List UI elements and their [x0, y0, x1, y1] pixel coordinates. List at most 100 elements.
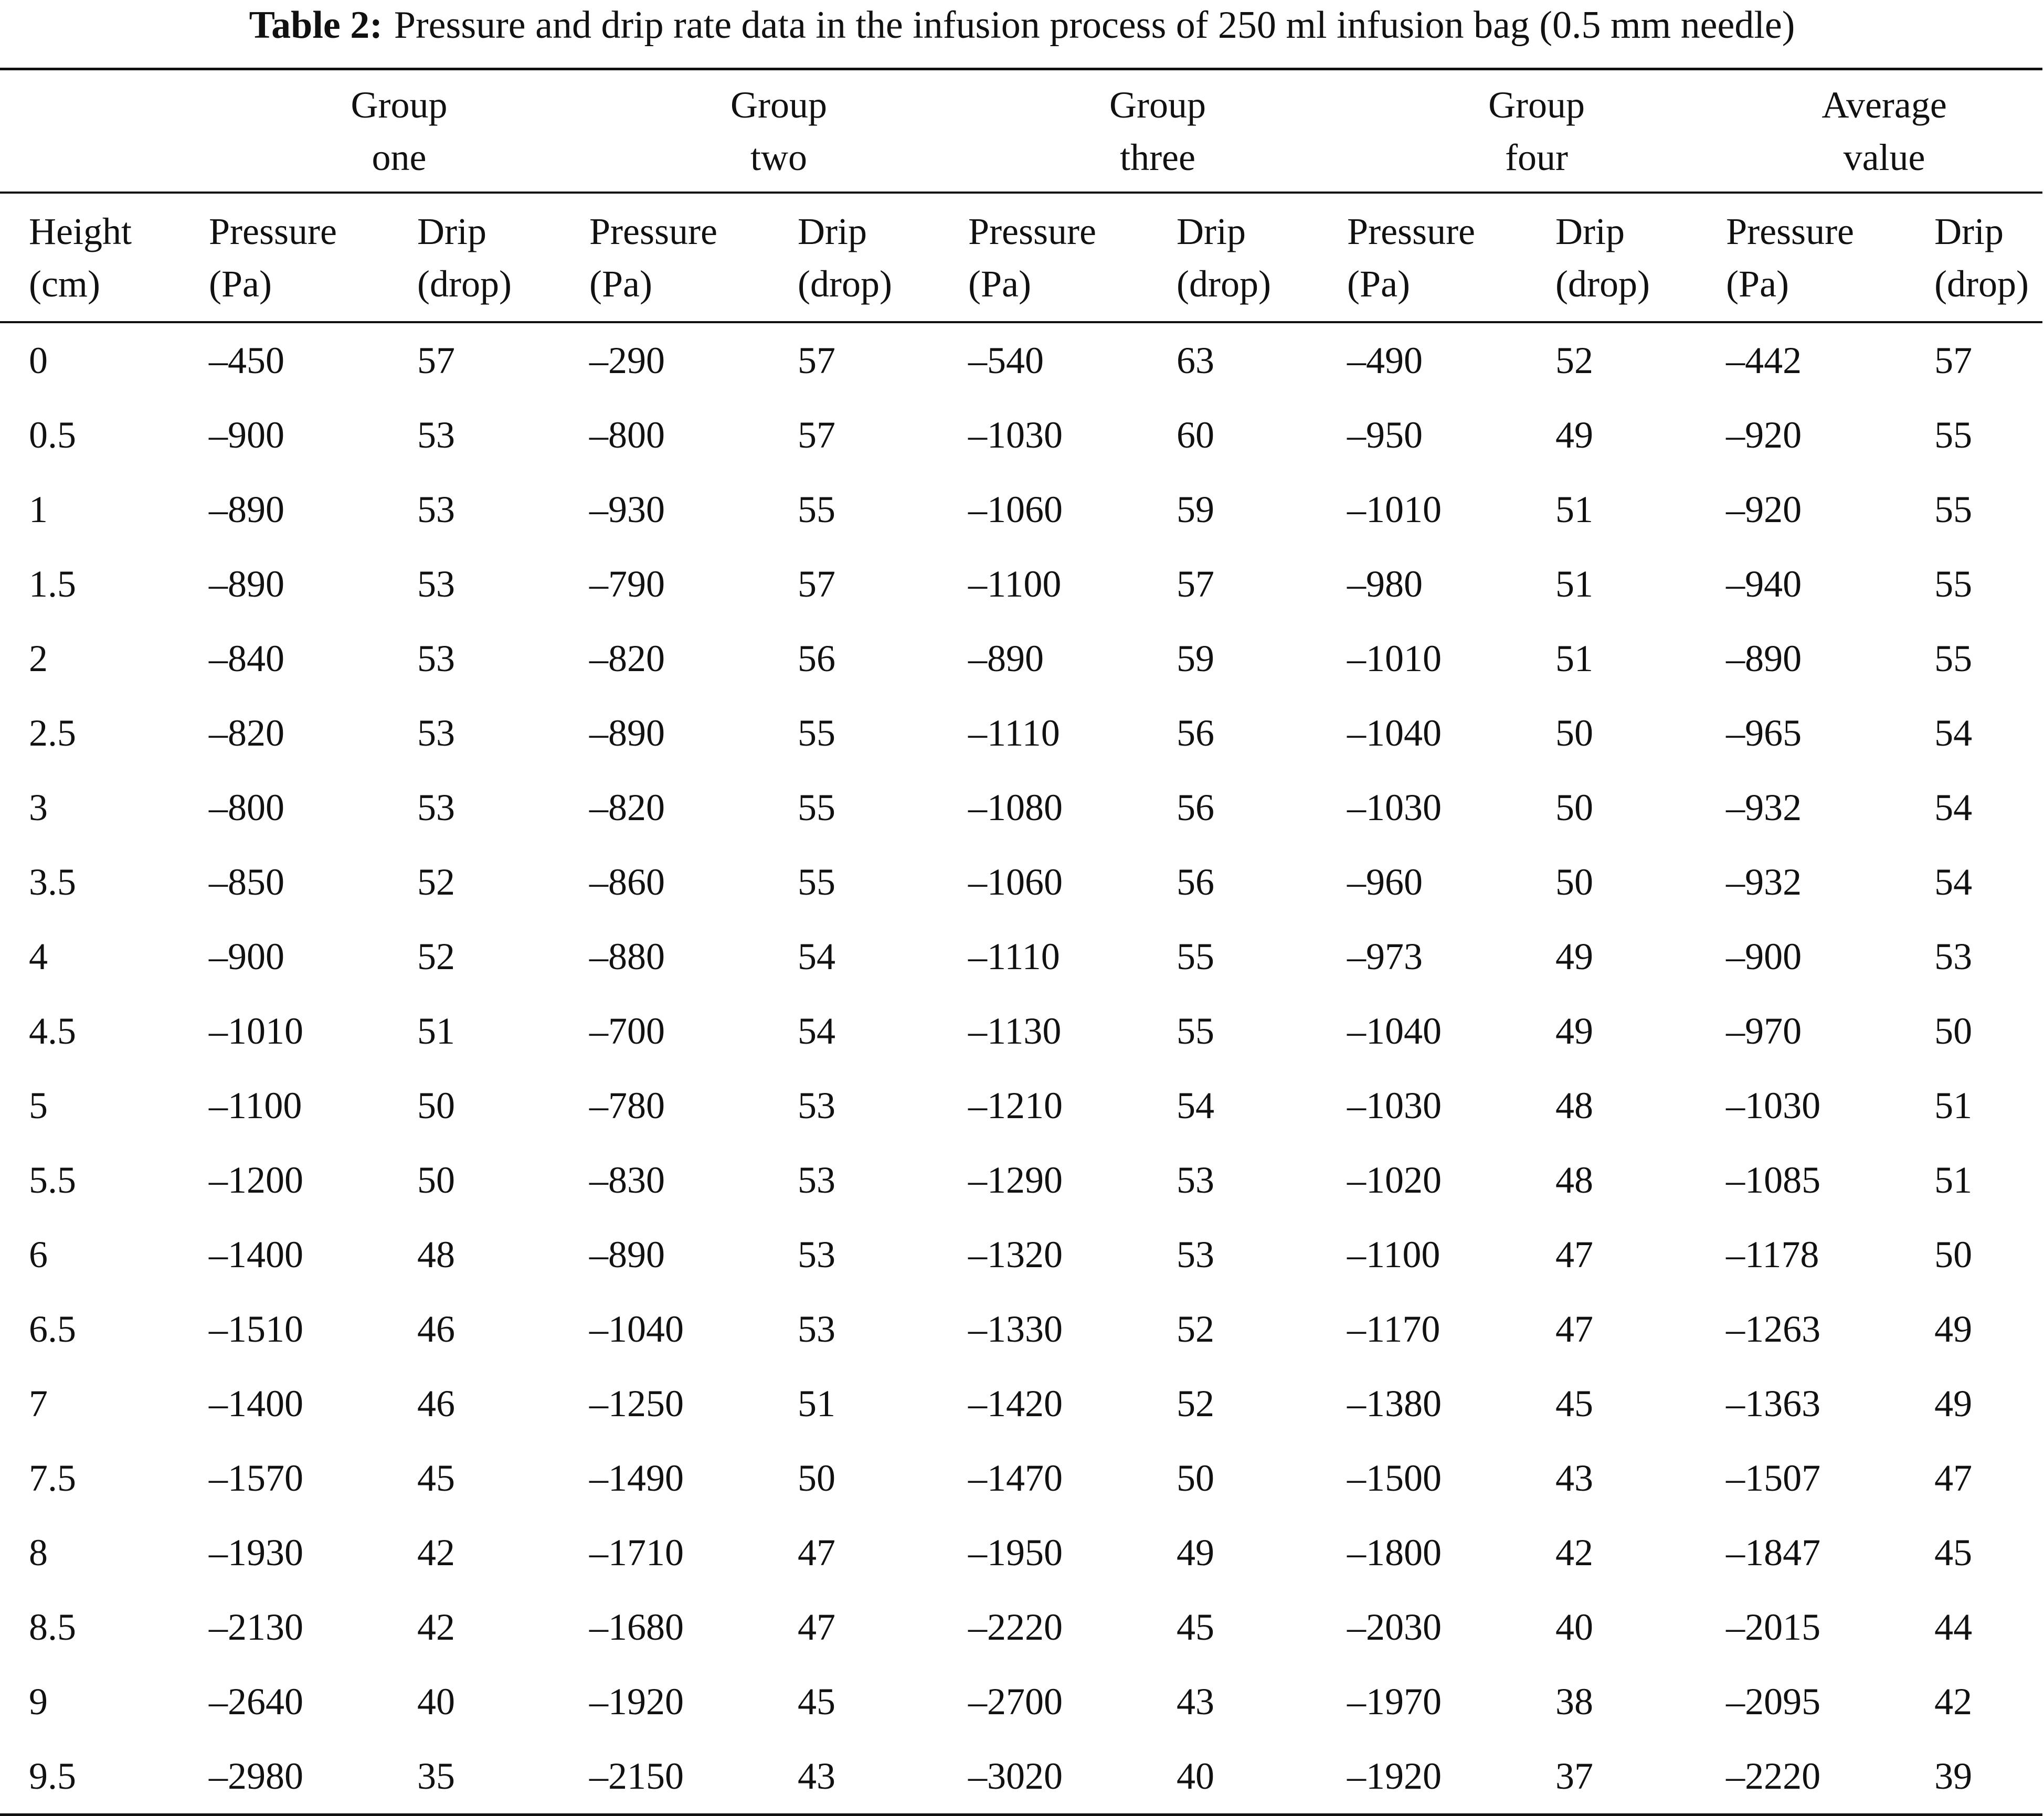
table-cell: 55 [1177, 935, 1215, 978]
table-cell: –2980 [209, 1755, 303, 1797]
column-header-cell: Pressure (Pa) [209, 193, 417, 322]
table-cell: –1970 [1347, 1680, 1442, 1723]
table-cell: 55 [798, 711, 836, 754]
table-cell: 8.5 [29, 1606, 76, 1648]
table-cell: 48 [1555, 1084, 1594, 1127]
table-cell: –900 [1726, 935, 1802, 978]
table-cell: 53 [798, 1084, 836, 1127]
table-cell: –980 [1347, 562, 1423, 605]
table-cell: –1420 [968, 1382, 1063, 1425]
table-cell: –890 [968, 637, 1044, 679]
table-cell: 49 [1555, 935, 1594, 978]
table-cell: 42 [1555, 1531, 1594, 1574]
table-cell: 42 [1934, 1680, 1973, 1723]
table-cell: 57 [798, 339, 836, 381]
table-row: 3.5 –850 52 –860 55 –1060 56 –960 50 –932 54 [0, 845, 2042, 919]
title-caption: Pressure and drip rate data in the infus… [394, 4, 1795, 47]
table-cell: –1030 [968, 413, 1063, 456]
table-cell: 53 [798, 1233, 836, 1276]
table-cell: –1930 [209, 1531, 303, 1574]
table-cell: –970 [1726, 1010, 1802, 1052]
table-cell: –965 [1726, 711, 1802, 754]
table-cell: 47 [1555, 1233, 1594, 1276]
table-cell: –1060 [968, 488, 1063, 530]
column-header: Drip (drop) [1555, 210, 1650, 305]
table-cell: 42 [417, 1606, 455, 1648]
table-cell: 54 [798, 935, 836, 978]
table-cell: –2220 [1726, 1755, 1821, 1797]
table-cell: 57 [1934, 339, 1973, 381]
table-cell: 55 [798, 786, 836, 829]
table-cell: –2640 [209, 1680, 303, 1723]
table-cell: 45 [1177, 1606, 1215, 1648]
table-cell: –1130 [968, 1010, 1062, 1052]
table-cell: –540 [968, 339, 1044, 381]
table-cell: –1510 [209, 1308, 303, 1350]
table-cell: 2.5 [29, 711, 76, 754]
table-cell: 49 [1177, 1531, 1215, 1574]
table-cell: 63 [1177, 339, 1215, 381]
column-header: Pressure (Pa) [1726, 210, 1855, 305]
column-header: Pressure (Pa) [1347, 210, 1475, 305]
table-cell: 56 [1177, 861, 1215, 903]
group-header-cell: Group three [968, 69, 1347, 193]
table-cell: 1.5 [29, 562, 76, 605]
table-cell: –700 [589, 1010, 665, 1052]
table-cell: 55 [798, 861, 836, 903]
table-cell: 8 [29, 1531, 48, 1574]
table-cell: –1170 [1347, 1308, 1441, 1350]
table-cell: 53 [417, 637, 455, 679]
table-cell: –780 [589, 1084, 665, 1127]
table-cell: 47 [1555, 1308, 1594, 1350]
table-cell: 50 [1555, 711, 1594, 754]
table-cell: –3020 [968, 1755, 1063, 1797]
table-cell: 56 [798, 637, 836, 679]
table-cell: 53 [417, 562, 455, 605]
table-cell: 2 [29, 637, 48, 679]
group-header: Group one [351, 83, 448, 178]
table-cell: –2015 [1726, 1606, 1821, 1648]
table-cell: –1010 [1347, 637, 1442, 679]
table-cell: –800 [589, 413, 665, 456]
table-body: 0 –450 57 –290 57 –540 63 –490 52 –442 57 0.5 –900 53… [0, 322, 2043, 1815]
table-cell: –1290 [968, 1159, 1063, 1201]
table-cell: –1847 [1726, 1531, 1821, 1574]
table-cell: 52 [1177, 1308, 1215, 1350]
table-cell: 60 [1177, 413, 1215, 456]
table-cell: –950 [1347, 413, 1423, 456]
table-cell: –890 [589, 711, 665, 754]
group-header: Average value [1821, 83, 1947, 178]
table-cell: 1 [29, 488, 48, 530]
table-cell: –1500 [1347, 1457, 1442, 1499]
table-cell: 53 [1934, 935, 1973, 978]
table-cell: 9 [29, 1680, 48, 1723]
table-cell: –1920 [589, 1680, 684, 1723]
table-cell: –1330 [968, 1308, 1063, 1350]
table-cell: 38 [1555, 1680, 1594, 1723]
table-cell: 4 [29, 935, 48, 978]
table-cell: –1210 [968, 1084, 1063, 1127]
table-cell: –840 [209, 637, 284, 679]
column-header: Pressure (Pa) [209, 210, 337, 305]
group-header: Group two [730, 83, 828, 178]
table-cell: 49 [1934, 1308, 1973, 1350]
table-cell: 57 [1177, 562, 1215, 605]
table-cell: 43 [798, 1755, 836, 1797]
table-cell: –1040 [1347, 711, 1442, 754]
table-cell: –2150 [589, 1755, 684, 1797]
table-cell: 42 [417, 1531, 455, 1574]
group-header: Group four [1488, 83, 1585, 178]
table-cell: 53 [417, 413, 455, 456]
table-cell: 7 [29, 1382, 48, 1425]
table-cell: 56 [1177, 711, 1215, 754]
table-cell: 37 [1555, 1755, 1594, 1797]
table-cell: –1400 [209, 1382, 303, 1425]
table-cell: 9.5 [29, 1755, 76, 1797]
table-row: 4.5 –1010 51 –700 54 –1130 55 –1040 49 –970 50 [0, 994, 2042, 1068]
table-cell: 5 [29, 1084, 48, 1127]
table-cell: –1800 [1347, 1531, 1442, 1574]
table-cell: 54 [1177, 1084, 1215, 1127]
table-cell: 4.5 [29, 1010, 76, 1052]
table-cell: –1100 [968, 562, 1062, 605]
table-cell: 53 [798, 1308, 836, 1350]
